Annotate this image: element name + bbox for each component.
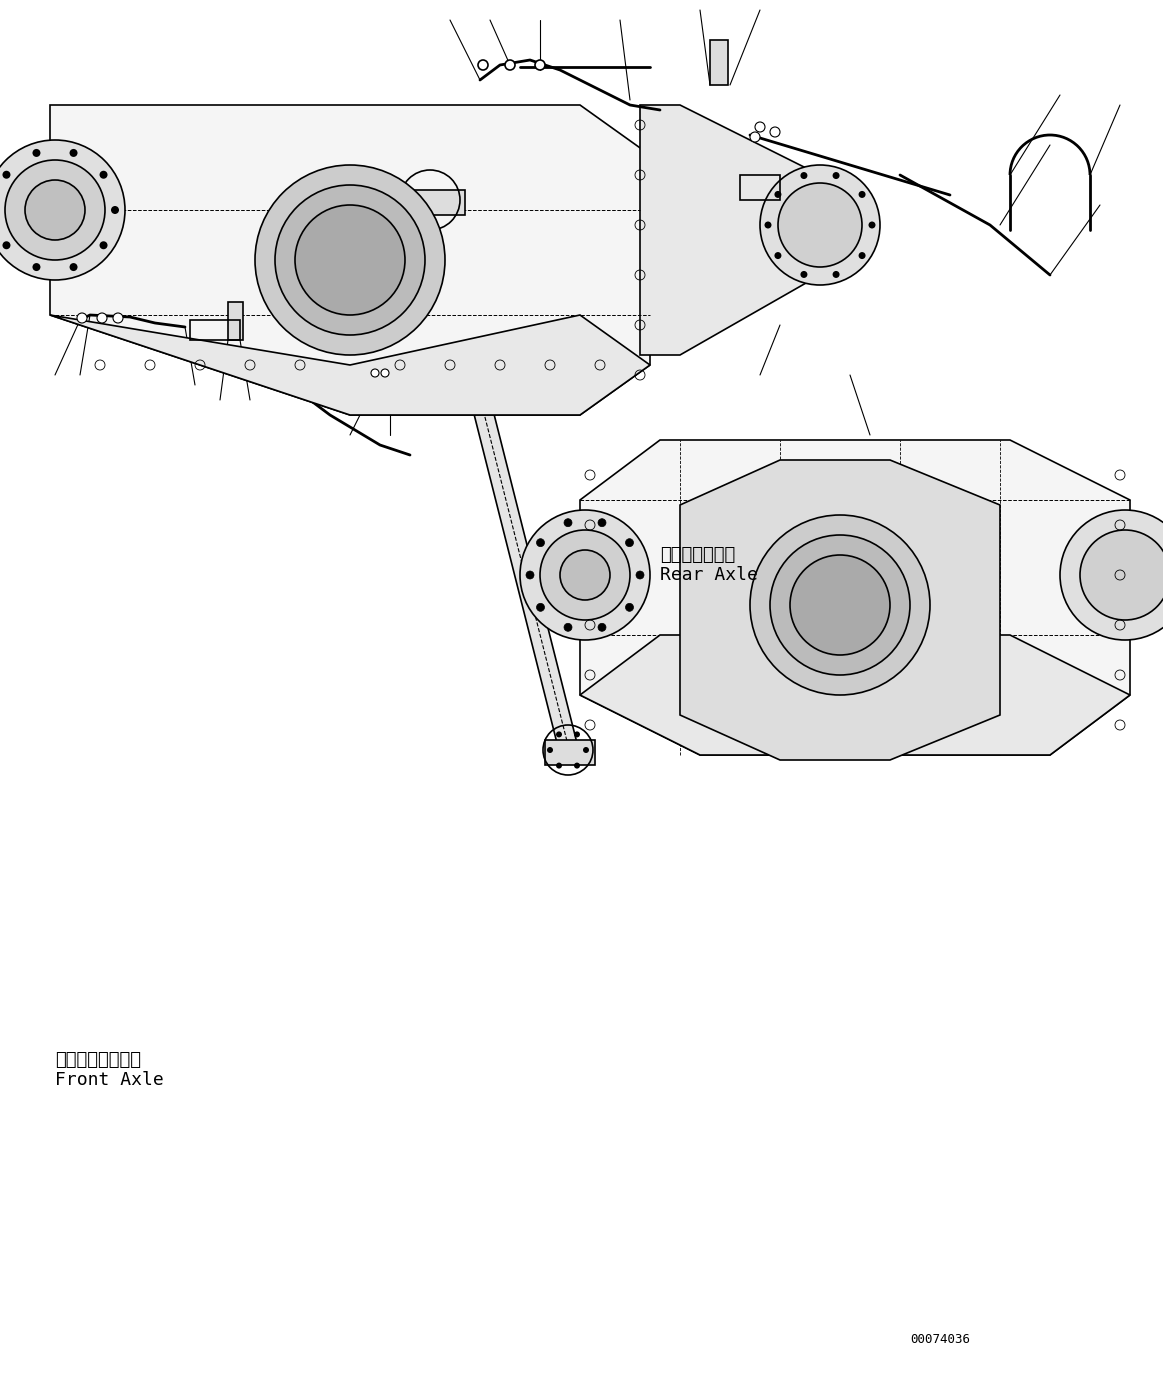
Circle shape <box>636 571 644 579</box>
Text: フロントアクスル: フロントアクスル <box>55 1050 141 1068</box>
Circle shape <box>775 191 782 198</box>
Circle shape <box>598 623 606 631</box>
Circle shape <box>770 126 780 138</box>
Circle shape <box>556 763 562 769</box>
Circle shape <box>626 604 634 612</box>
Circle shape <box>33 263 41 271</box>
Circle shape <box>833 271 840 278</box>
Text: Rear Axle: Rear Axle <box>659 566 758 584</box>
Circle shape <box>274 186 424 336</box>
Circle shape <box>750 516 930 694</box>
Bar <box>228 302 243 340</box>
Polygon shape <box>680 461 1000 760</box>
Circle shape <box>1059 510 1163 639</box>
Circle shape <box>598 518 606 527</box>
Circle shape <box>2 170 10 179</box>
Circle shape <box>583 747 588 754</box>
Circle shape <box>100 170 107 179</box>
Text: Front Axle: Front Axle <box>55 1071 164 1089</box>
Circle shape <box>1080 529 1163 620</box>
Polygon shape <box>420 199 580 755</box>
Circle shape <box>77 314 87 323</box>
Circle shape <box>24 180 85 241</box>
Circle shape <box>800 271 807 278</box>
Circle shape <box>833 172 840 179</box>
Circle shape <box>295 205 405 315</box>
Polygon shape <box>640 104 820 355</box>
Circle shape <box>70 148 78 157</box>
Circle shape <box>556 732 562 737</box>
Circle shape <box>561 550 611 600</box>
Text: 00074036: 00074036 <box>909 1332 970 1346</box>
Circle shape <box>2 241 10 249</box>
Circle shape <box>775 252 782 258</box>
Circle shape <box>110 206 119 214</box>
Circle shape <box>505 60 515 70</box>
Circle shape <box>33 148 41 157</box>
Polygon shape <box>545 740 595 764</box>
Circle shape <box>255 165 445 355</box>
Circle shape <box>381 368 388 377</box>
Circle shape <box>535 60 545 70</box>
Circle shape <box>750 132 759 142</box>
Circle shape <box>478 60 488 70</box>
Circle shape <box>770 535 909 675</box>
Circle shape <box>755 122 765 132</box>
Bar <box>709 40 728 85</box>
Polygon shape <box>50 104 650 415</box>
Circle shape <box>540 529 630 620</box>
Circle shape <box>764 221 771 228</box>
Circle shape <box>858 252 865 258</box>
Circle shape <box>778 183 862 267</box>
Circle shape <box>575 763 580 769</box>
Polygon shape <box>580 440 1130 755</box>
Circle shape <box>858 191 865 198</box>
Circle shape <box>575 732 580 737</box>
Circle shape <box>70 263 78 271</box>
Circle shape <box>0 140 124 280</box>
Circle shape <box>759 165 880 285</box>
Polygon shape <box>580 635 1130 755</box>
Circle shape <box>790 556 890 654</box>
Circle shape <box>626 539 634 547</box>
Circle shape <box>371 368 379 377</box>
Circle shape <box>100 241 107 249</box>
Polygon shape <box>50 315 650 415</box>
Circle shape <box>97 314 107 323</box>
Circle shape <box>113 314 123 323</box>
Polygon shape <box>395 190 465 214</box>
Circle shape <box>526 571 534 579</box>
Circle shape <box>800 172 807 179</box>
Circle shape <box>536 604 544 612</box>
Circle shape <box>5 160 105 260</box>
Circle shape <box>564 623 572 631</box>
Text: リヤーアクスル: リヤーアクスル <box>659 546 735 564</box>
Circle shape <box>520 510 650 639</box>
Circle shape <box>536 539 544 547</box>
Circle shape <box>547 747 552 754</box>
Circle shape <box>869 221 876 228</box>
Circle shape <box>564 518 572 527</box>
